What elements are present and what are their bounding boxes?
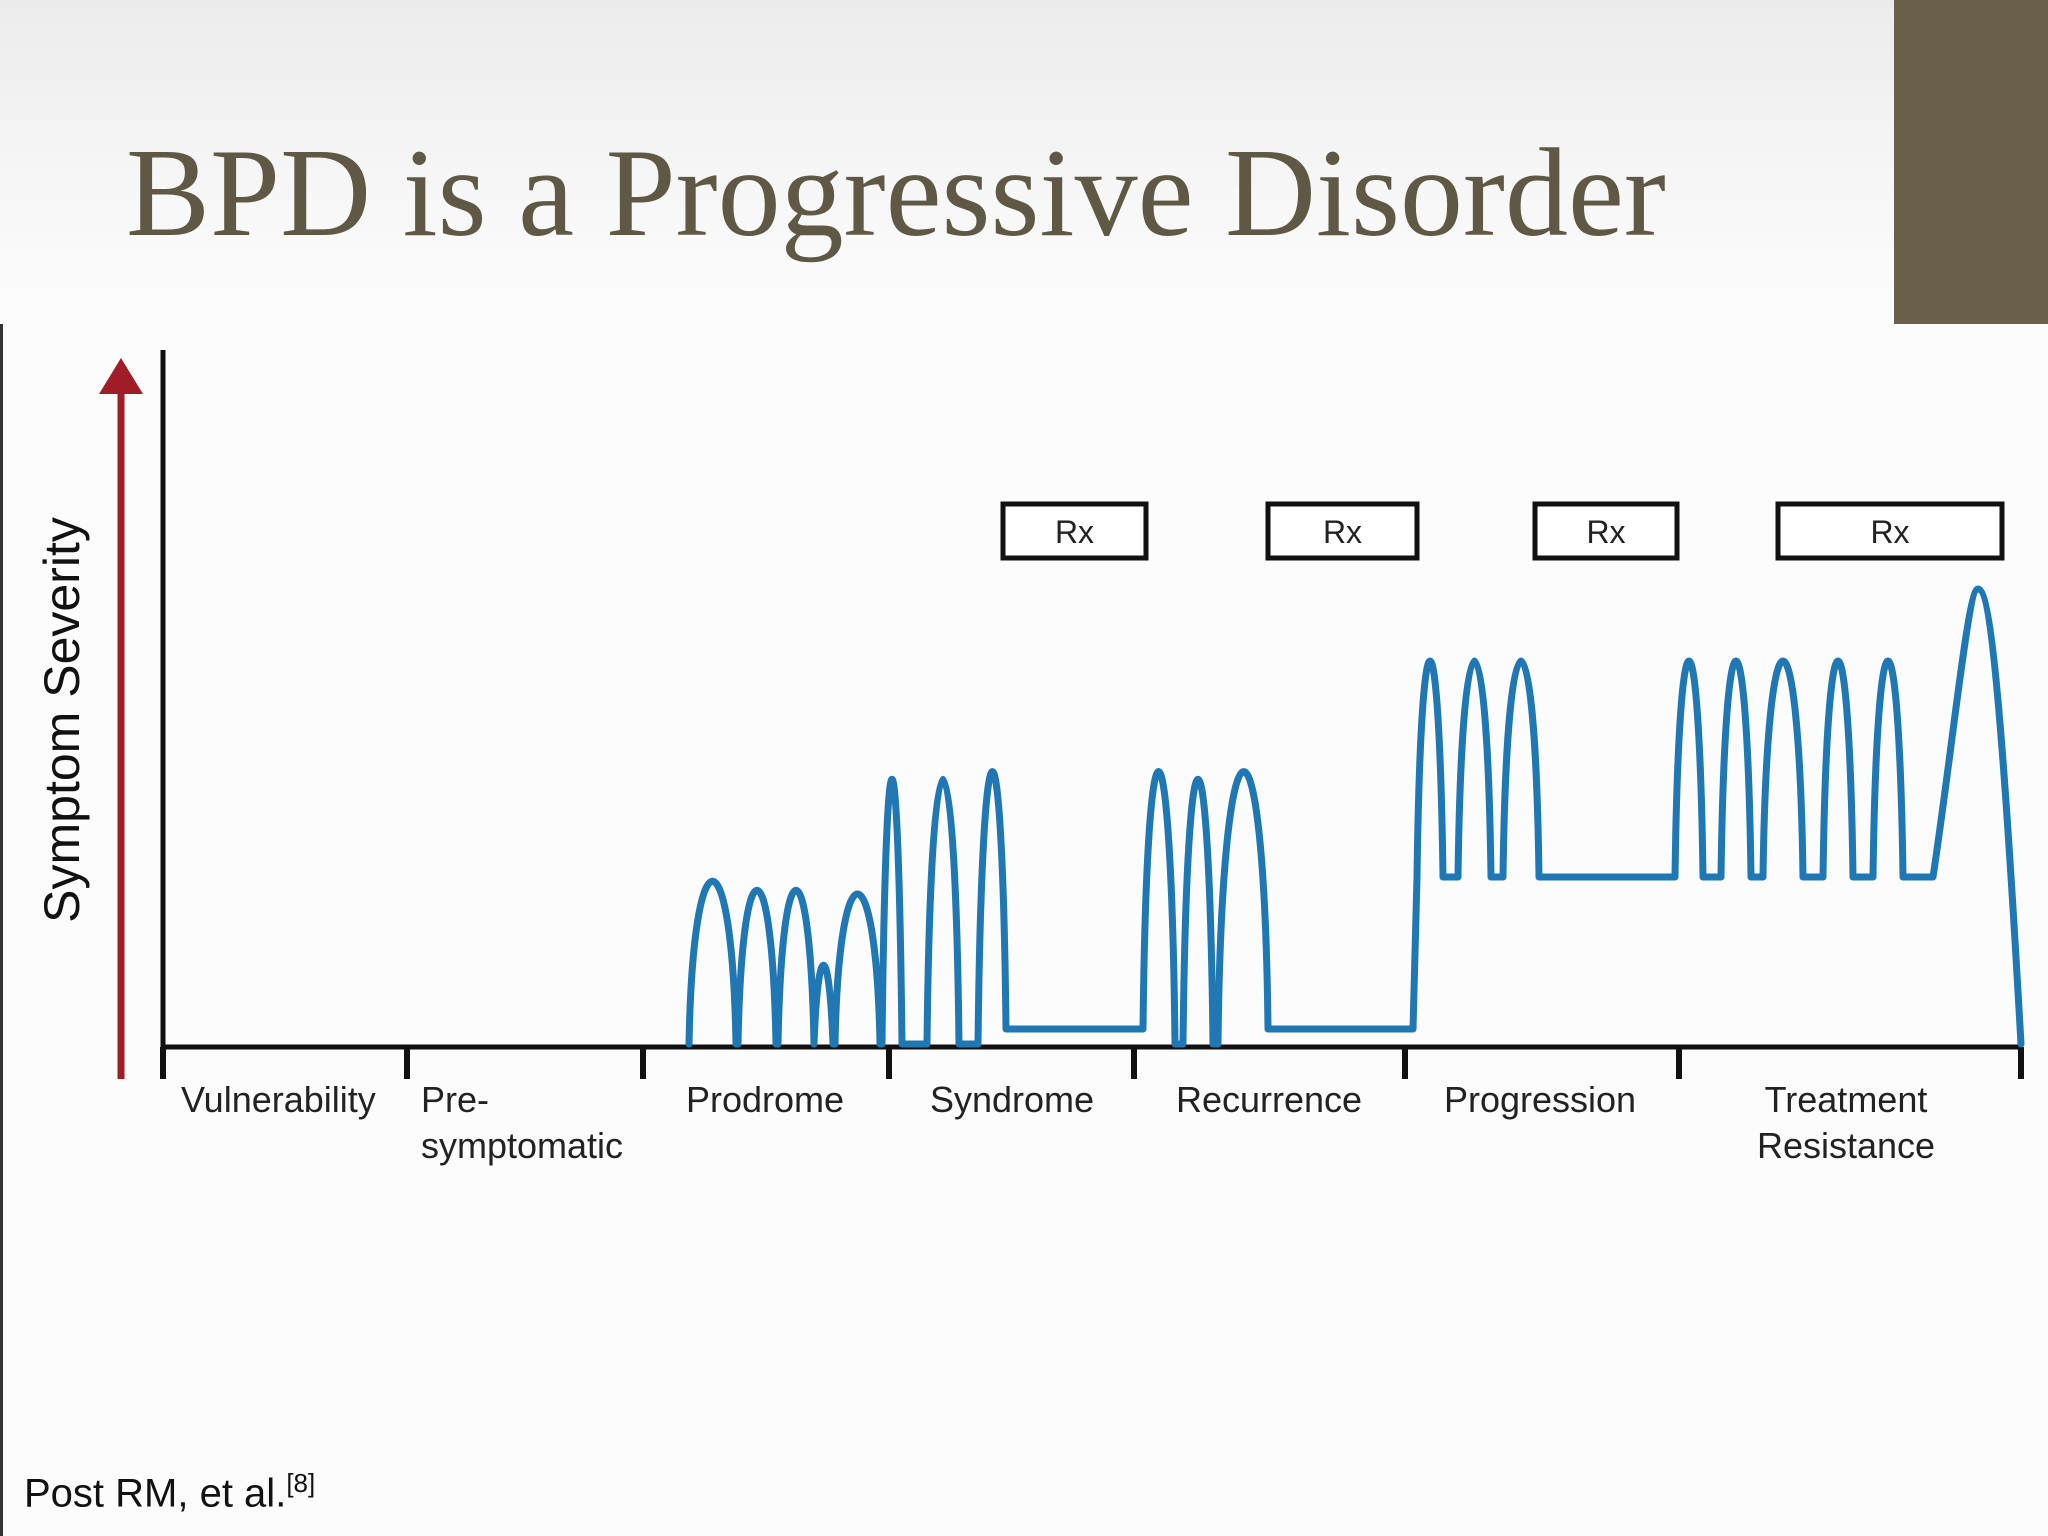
rx-box-progression: [1532, 501, 1680, 561]
progression-diagram: Rx Rx Rx Rx Symptom Severity Vulnerability Pr…: [34, 350, 2025, 1166]
phase-label-progression: Progression: [1444, 1079, 1636, 1120]
diagram-panel: Rx Rx Rx Rx Symptom Severity Vulnerability Pr…: [0, 324, 2048, 1536]
slide-header: [0, 0, 2048, 324]
phase-label-presymptomatic-line2: symptomatic: [421, 1125, 623, 1166]
rx-label-syndrome: Rx: [1055, 514, 1094, 550]
rx-label-progression: Rx: [1586, 514, 1625, 550]
slide-title: BPD is a Progressive Disorder: [126, 124, 1666, 263]
phase-label-treatment-resistance-line2: Resistance: [1757, 1125, 1935, 1166]
symptom-severity-curve: [685, 585, 2025, 1048]
citation: Post RM, et al.[8]: [24, 1468, 315, 1516]
rx-box-treatment-resistance: [1775, 501, 2005, 561]
phase-label-treatment-resistance: Treatment: [1765, 1079, 1928, 1120]
severity-arrowhead: [99, 358, 143, 394]
phase-label-vulnerability: Vulnerability: [181, 1079, 376, 1120]
phase-label-presymptomatic: Pre-: [421, 1079, 489, 1120]
phase-label-recurrence: Recurrence: [1176, 1079, 1362, 1120]
y-axis-label: Symptom Severity: [34, 517, 90, 923]
rx-label-treatment-resistance: Rx: [1870, 514, 1909, 550]
rx-box-recurrence: [1265, 501, 1420, 561]
citation-text: Post RM, et al.: [24, 1471, 287, 1516]
accent-block: [1894, 0, 2048, 324]
phase-label-syndrome: Syndrome: [930, 1079, 1094, 1120]
citation-reference: [8]: [286, 1468, 316, 1498]
phase-label-prodrome: Prodrome: [686, 1079, 844, 1120]
rx-label-recurrence: Rx: [1323, 514, 1362, 550]
rx-box-syndrome: [1000, 501, 1149, 561]
